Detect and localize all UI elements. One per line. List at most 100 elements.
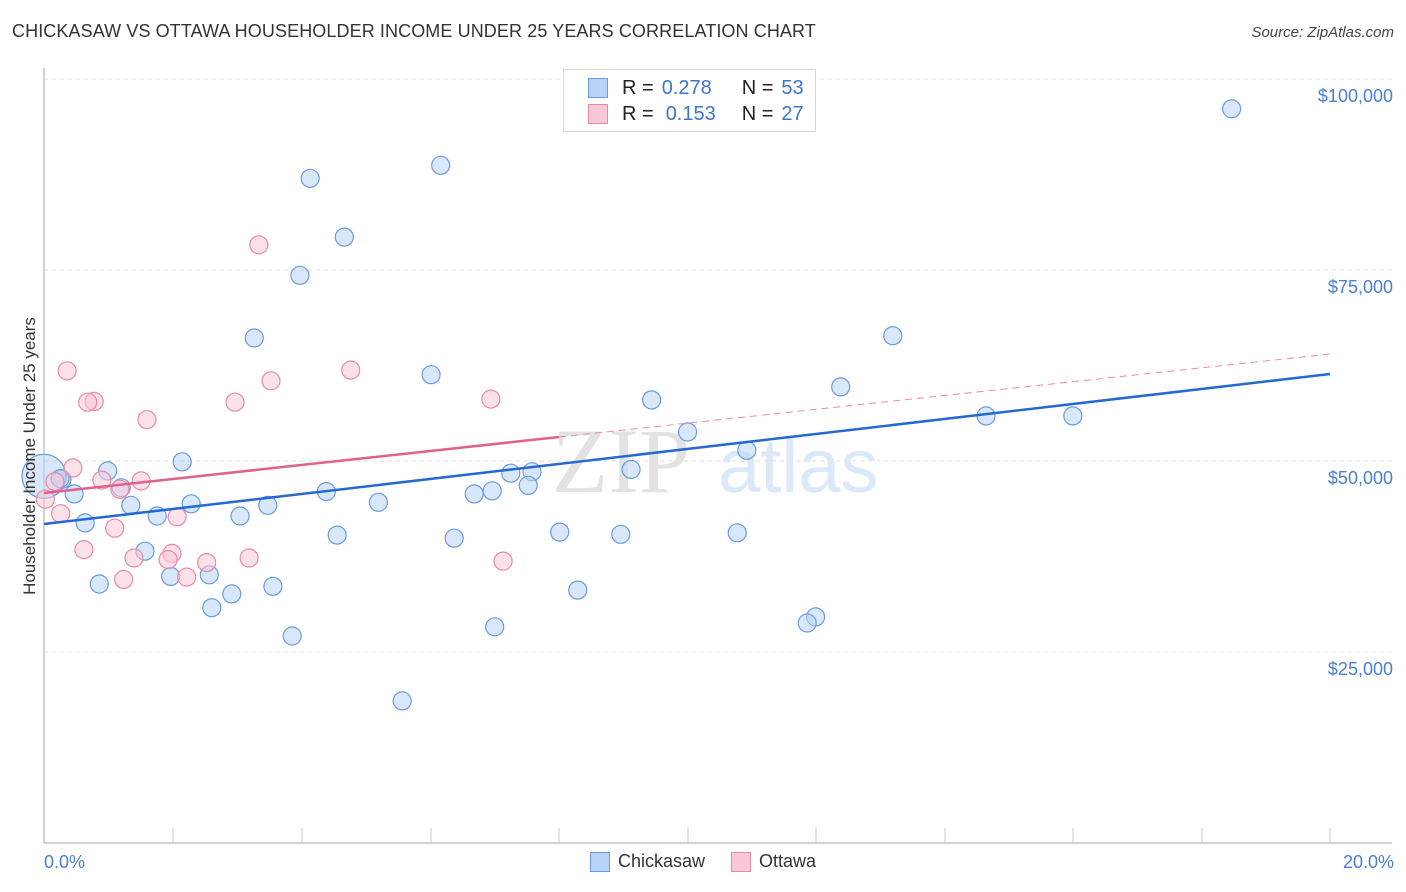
chickasaw-point: [121, 495, 141, 515]
ottawa-point: [35, 489, 55, 509]
chickasaw-point: [421, 365, 441, 385]
chickasaw-swatch-icon: [588, 78, 608, 98]
ottawa-trend-line: [43, 435, 560, 495]
n-label: N =: [741, 76, 774, 99]
chickasaw-point: [727, 523, 747, 543]
chickasaw-point: [263, 576, 283, 596]
x-tick-max: 20.0%: [1342, 852, 1394, 872]
legend-row-ottawa: R = 0.153 N = 27: [588, 102, 804, 126]
y-tick-75000: $75,000: [1327, 277, 1393, 297]
ottawa-point: [92, 470, 112, 490]
legend-item-chickasaw[interactable]: Chickasaw: [590, 851, 705, 872]
chickasaw-point: [444, 528, 464, 548]
chickasaw-point: [611, 524, 631, 544]
ottawa-trend-extension: [558, 353, 1331, 438]
chickasaw-point: [621, 459, 641, 479]
chickasaw-point: [75, 513, 95, 533]
x-tick-marks: [172, 828, 1331, 843]
r-value: 0.278: [661, 76, 712, 99]
ottawa-point: [78, 392, 98, 412]
r-value: 0.153: [665, 102, 716, 125]
ottawa-point: [177, 567, 197, 587]
chickasaw-point: [797, 613, 817, 633]
chickasaw-trend-line: [43, 372, 1331, 526]
chickasaw-legend-icon: [590, 851, 610, 872]
trend-lines: [43, 353, 1331, 526]
r-label: R =: [622, 102, 654, 125]
ottawa-point: [261, 371, 281, 391]
chickasaw-point: [202, 598, 222, 618]
chickasaw-points: [21, 99, 1242, 711]
chickasaw-point: [181, 494, 201, 514]
ottawa-point: [197, 552, 217, 573]
ottawa-point: [63, 458, 83, 478]
chickasaw-point: [244, 328, 264, 348]
ottawa-point: [249, 235, 269, 255]
ottawa-swatch-icon: [588, 104, 608, 124]
chickasaw-point: [482, 481, 502, 501]
ottawa-point: [341, 360, 361, 380]
chickasaw-point: [392, 691, 412, 711]
chickasaw-point: [89, 574, 109, 594]
chickasaw-point: [172, 452, 192, 472]
ottawa-point: [114, 569, 134, 590]
ottawa-point: [158, 549, 178, 570]
legend-label: Chickasaw: [618, 851, 706, 871]
chickasaw-point: [161, 566, 181, 587]
watermark-atlas: atlas: [718, 424, 879, 509]
legend-row-chickasaw: R = 0.278 N = 53: [588, 76, 804, 100]
n-value: 53: [781, 76, 804, 99]
chickasaw-point: [282, 626, 302, 646]
y-axis-label: Householder Income Under 25 years: [20, 317, 39, 595]
ottawa-point: [45, 472, 65, 492]
chickasaw-point: [64, 484, 84, 504]
ottawa-point: [124, 548, 144, 568]
chickasaw-point: [290, 265, 310, 285]
ottawa-point: [225, 392, 245, 412]
ottawa-point: [493, 551, 513, 571]
r-label: R =: [622, 76, 654, 99]
chickasaw-point: [258, 495, 278, 515]
ottawa-point: [239, 548, 259, 568]
ottawa-point: [51, 504, 71, 524]
source-label: Source: ZipAtlas.com: [1251, 24, 1394, 41]
chickasaw-point: [518, 475, 538, 495]
chickasaw-point: [677, 422, 698, 442]
chickasaw-point: [230, 506, 250, 526]
ottawa-points: [35, 235, 513, 590]
chickasaw-point: [464, 484, 484, 504]
chickasaw-point: [222, 584, 242, 604]
ottawa-point: [105, 518, 125, 538]
ottawa-point: [167, 507, 187, 527]
chickasaw-point: [1221, 99, 1242, 119]
legend-label: Ottawa: [759, 851, 817, 871]
chickasaw-point: [501, 463, 521, 483]
chickasaw-point: [550, 522, 570, 542]
chickasaw-point: [334, 227, 354, 247]
series-legend: Chickasaw Ottawa: [590, 851, 842, 872]
chickasaw-point: [485, 617, 505, 637]
n-label: N =: [741, 102, 774, 125]
y-tick-100000: $100,000: [1317, 86, 1393, 106]
y-tick-25000: $25,000: [1327, 659, 1393, 679]
ottawa-point: [481, 389, 501, 409]
chickasaw-point: [883, 326, 903, 346]
chickasaw-point: [1063, 406, 1083, 426]
chickasaw-point: [831, 377, 851, 397]
chart-title: CHICKASAW VS OTTAWA HOUSEHOLDER INCOME U…: [12, 21, 816, 41]
watermark: ZIP atlas: [552, 410, 879, 512]
chickasaw-point: [568, 580, 588, 600]
legend-item-ottawa[interactable]: Ottawa: [731, 851, 816, 872]
chickasaw-point: [300, 168, 320, 188]
ottawa-legend-icon: [731, 851, 752, 872]
ottawa-point: [137, 410, 157, 430]
ottawa-point: [57, 361, 77, 381]
chickasaw-point: [327, 525, 347, 545]
y-tick-50000: $50,000: [1327, 468, 1393, 488]
chickasaw-point: [641, 390, 662, 410]
n-value: 27: [781, 102, 804, 125]
chickasaw-point: [431, 155, 451, 175]
ottawa-point: [74, 539, 94, 560]
chickasaw-point: [368, 492, 388, 512]
